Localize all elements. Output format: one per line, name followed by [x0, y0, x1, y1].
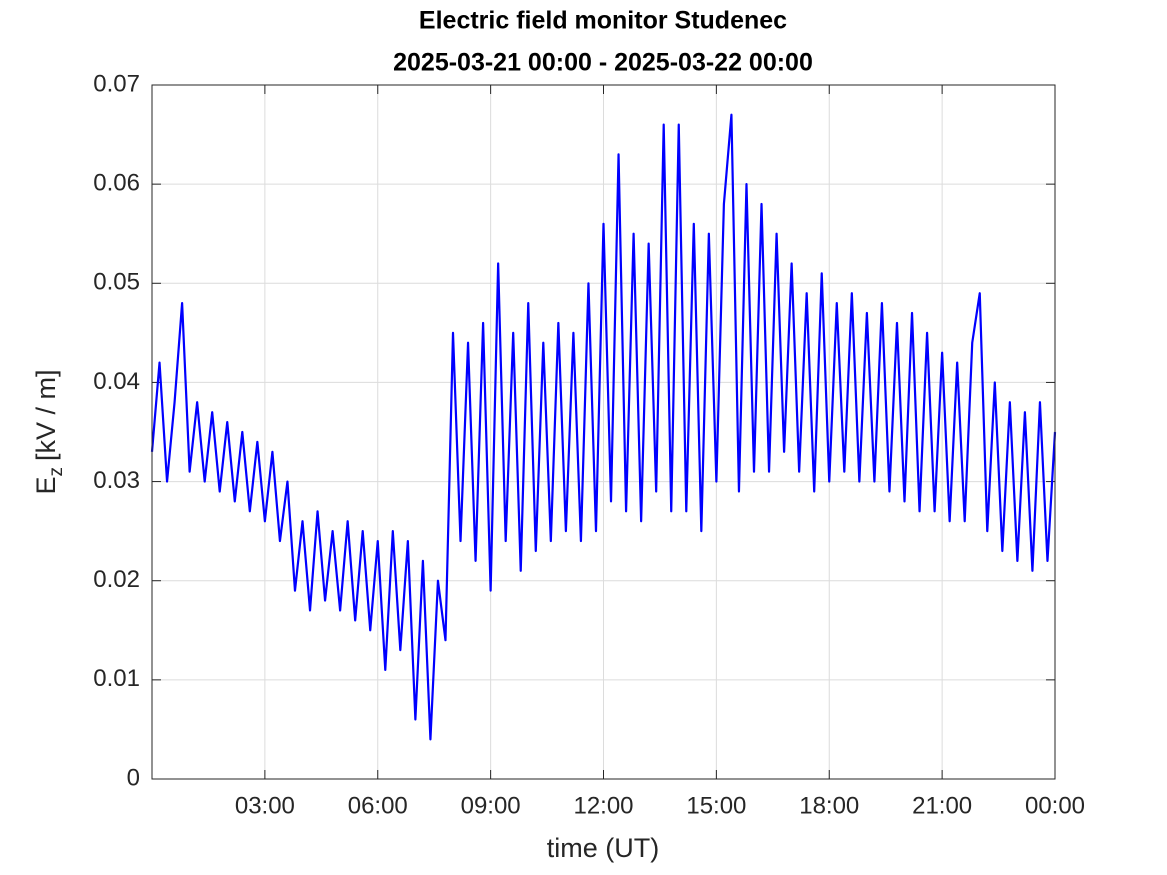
- y-tick-label: 0.07: [93, 70, 140, 97]
- x-tick-label: 18:00: [799, 792, 859, 819]
- data-line: [150, 113, 1057, 741]
- plot-frame: [151, 84, 1056, 780]
- y-label-unit: [kV / m]: [31, 369, 61, 461]
- x-tick-label: 00:00: [1025, 792, 1085, 819]
- y-tick-label: 0.03: [93, 467, 140, 494]
- chart-title: Electric field monitor Studenec: [419, 7, 787, 35]
- y-label-symbol: E: [31, 477, 61, 495]
- y-tick-label: 0.05: [93, 269, 140, 296]
- y-tick-label: 0.01: [93, 665, 140, 692]
- y-tick-label: 0.04: [93, 368, 140, 395]
- y-label-subscript: z: [46, 467, 67, 477]
- y-axis-label: Ez [kV / m]: [31, 369, 67, 494]
- chart-subtitle: 2025-03-21 00:00 - 2025-03-22 00:00: [393, 49, 813, 77]
- y-tick-label: 0: [127, 764, 140, 791]
- y-tick-label: 0.02: [93, 566, 140, 593]
- x-tick-label: 09:00: [461, 792, 521, 819]
- x-tick-label: 03:00: [235, 792, 295, 819]
- x-tick-label: 06:00: [348, 792, 408, 819]
- x-tick-label: 21:00: [912, 792, 972, 819]
- x-tick-label: 15:00: [686, 792, 746, 819]
- x-tick-label: 12:00: [573, 792, 633, 819]
- x-axis-label: time (UT): [547, 833, 659, 863]
- y-tick-label: 0.06: [93, 169, 140, 196]
